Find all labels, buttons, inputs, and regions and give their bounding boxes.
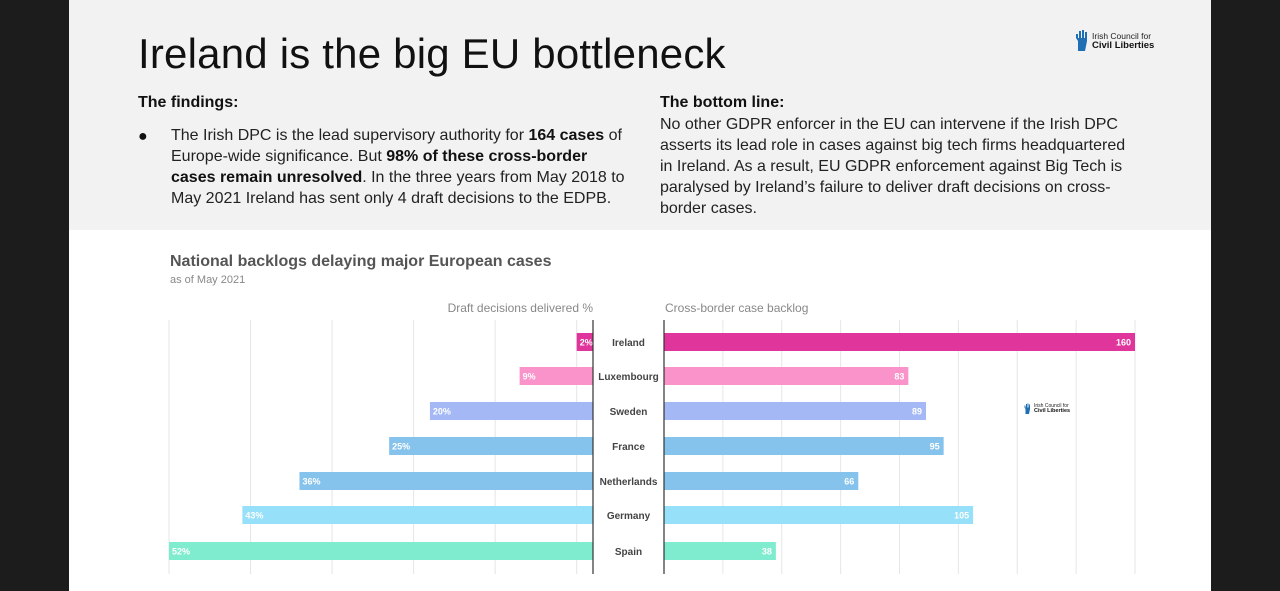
category-label-ireland: Ireland <box>612 338 645 349</box>
chart-subtitle: as of May 2021 <box>170 274 246 286</box>
findings-bold-2: 98% of these cross-border cases remain u… <box>171 148 588 186</box>
page-title: Ireland is the big EU bottleneck <box>138 30 726 77</box>
chart-title: National backlogs delaying major Europea… <box>170 253 552 270</box>
left-axis-label: Draft decisions delivered % <box>447 301 593 315</box>
label-draft-spain: 52% <box>172 547 190 557</box>
label-backlog-spain: 38 <box>762 547 772 557</box>
category-label-france: France <box>612 442 645 453</box>
bar-draft-ireland <box>576 333 593 351</box>
label-draft-luxembourg: 9% <box>523 372 536 382</box>
category-label-luxembourg: Luxembourg <box>598 372 659 383</box>
category-label-spain: Spain <box>615 547 642 558</box>
hand-logo-icon <box>1024 403 1030 414</box>
bar-draft-spain <box>169 542 593 560</box>
label-backlog-luxembourg: 83 <box>894 372 904 382</box>
bullet-dot: ● <box>138 128 148 145</box>
bar-draft-germany <box>242 506 593 524</box>
bar-backlog-spain <box>664 542 776 560</box>
butterfly-bar-chart: 2% 160 Ireland 9% 83 Luxembourg 20% 89 Sweden 25%… <box>168 320 1136 574</box>
findings-text-3: . In the three years from May 2018 to Ma… <box>171 169 625 207</box>
logo-line-2: Civil Liberties <box>1092 39 1155 51</box>
bar-draft-sweden <box>429 402 593 420</box>
findings-heading: The findings: <box>138 94 239 111</box>
chart-logo-line-1: Irish Council for <box>1034 402 1069 409</box>
label-draft-france: 25% <box>392 442 410 452</box>
slide: Ireland is the big EU bottleneck Irish C… <box>69 0 1211 591</box>
right-axis-label: Cross-border case backlog <box>665 301 809 315</box>
bottom-line-heading: The bottom line: <box>660 94 785 111</box>
bar-backlog-france <box>664 437 944 455</box>
bar-backlog-ireland <box>664 333 1135 351</box>
label-backlog-france: 95 <box>930 442 940 452</box>
bar-backlog-sweden <box>664 402 926 420</box>
findings-bullet-text: The Irish DPC is the lead supervisory au… <box>171 125 631 209</box>
label-draft-germany: 43% <box>245 511 263 521</box>
bar-draft-france <box>389 437 593 455</box>
bar-draft-netherlands <box>299 472 593 490</box>
label-backlog-ireland: 160 <box>1116 338 1131 348</box>
category-label-sweden: Sweden <box>610 407 648 418</box>
bar-draft-luxembourg <box>519 367 593 385</box>
label-backlog-sweden: 89 <box>912 407 922 417</box>
category-label-netherlands: Netherlands <box>600 477 658 488</box>
bar-backlog-luxembourg <box>664 367 909 385</box>
summary-panel <box>69 0 1211 230</box>
label-draft-sweden: 20% <box>433 407 451 417</box>
hand-logo-icon <box>1076 30 1087 51</box>
chart-iccl-logo: Irish Council for Civil Liberties <box>1024 403 1070 415</box>
label-draft-ireland: 2% <box>580 338 593 348</box>
logo-line-1: Irish Council for <box>1092 31 1152 41</box>
category-label-germany: Germany <box>607 511 651 522</box>
bar-backlog-germany <box>664 506 974 524</box>
iccl-logo: Irish Council for Civil Liberties <box>1075 30 1154 52</box>
bar-backlog-netherlands <box>664 472 859 490</box>
label-backlog-germany: 105 <box>954 511 969 521</box>
findings-bold-1: 164 cases <box>528 127 605 144</box>
label-backlog-netherlands: 66 <box>844 477 854 487</box>
findings-text-2: of Europe-wide significance. But <box>171 127 622 165</box>
bottom-line-text: No other GDPR enforcer in the EU can int… <box>660 116 1126 217</box>
chart-logo-line-2: Civil Liberties <box>1034 407 1071 414</box>
label-draft-netherlands: 36% <box>302 477 320 487</box>
findings-text-1: The Irish DPC is the lead supervisory au… <box>171 127 529 144</box>
